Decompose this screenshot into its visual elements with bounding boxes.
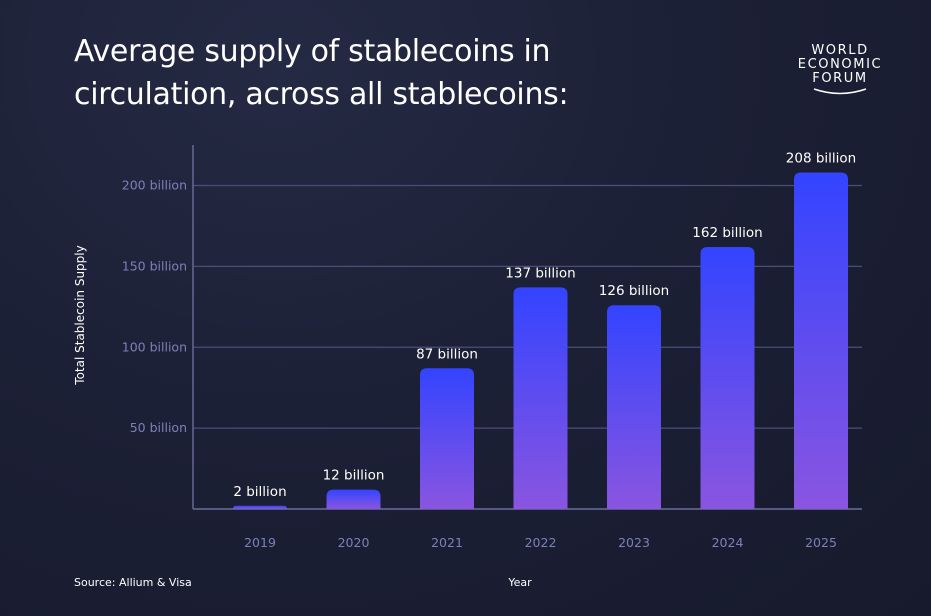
chart-title: Average supply of stablecoins in circula… bbox=[74, 34, 569, 112]
logo-line-2: ECONOMIC bbox=[797, 57, 883, 72]
data-label-2023: 126 billion bbox=[599, 283, 669, 299]
y-tick-label: 50 billion bbox=[130, 420, 187, 435]
bar-2024 bbox=[700, 246, 755, 509]
bar-2023 bbox=[607, 305, 661, 509]
data-label-2024: 162 billion bbox=[692, 225, 762, 241]
x-axis-label: Year bbox=[508, 576, 532, 589]
data-label-2020: 12 billion bbox=[323, 468, 385, 484]
bar-2019 bbox=[233, 505, 287, 509]
y-tick-label: 100 billion bbox=[122, 339, 187, 354]
source-note: Source: Allium & Visa bbox=[74, 576, 192, 589]
x-tick-label-2021: 2021 bbox=[431, 535, 463, 550]
bar-2020 bbox=[326, 489, 381, 509]
data-label-2019: 2 billion bbox=[233, 484, 286, 500]
bar-2022 bbox=[513, 287, 568, 509]
x-tick-label-2023: 2023 bbox=[618, 535, 650, 550]
bar-2025 bbox=[794, 172, 848, 509]
y-tick-label: 150 billion bbox=[122, 258, 187, 273]
x-tick-label-2025: 2025 bbox=[805, 535, 837, 550]
x-tick-label-2024: 2024 bbox=[712, 535, 744, 550]
y-tick-label: 200 billion bbox=[122, 178, 187, 193]
data-label-2021: 87 billion bbox=[416, 346, 478, 362]
wef-logo: WORLD ECONOMIC FORUM bbox=[790, 44, 890, 96]
logo-line-3: FORUM bbox=[812, 71, 868, 86]
logo-arc-icon bbox=[813, 88, 867, 95]
x-tick-label-2019: 2019 bbox=[244, 535, 276, 550]
x-tick-label-2022: 2022 bbox=[525, 535, 557, 550]
logo-line-1: WORLD bbox=[811, 43, 869, 58]
data-label-2022: 137 billion bbox=[505, 265, 575, 281]
data-label-2025: 208 billion bbox=[786, 151, 856, 167]
bar-2021 bbox=[420, 368, 474, 509]
x-tick-label-2020: 2020 bbox=[338, 535, 370, 550]
